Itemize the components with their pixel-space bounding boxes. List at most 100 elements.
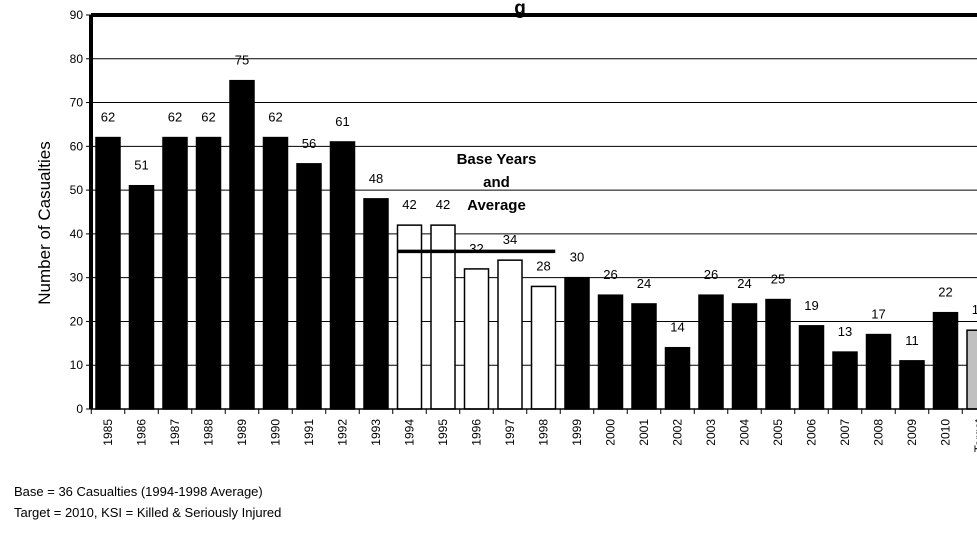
bar-2003: [698, 294, 724, 410]
x-tick-label: 1990: [269, 419, 283, 446]
x-tick-label: 2002: [671, 419, 685, 446]
y-tick-label: 20: [70, 314, 84, 328]
bar-1985: [95, 136, 121, 410]
bar-1991: [296, 163, 322, 410]
x-tick-label: 2001: [637, 419, 651, 446]
data-label: 18: [972, 302, 977, 317]
data-label: 25: [771, 272, 785, 287]
data-label: 13: [838, 324, 852, 339]
x-tick-label: 2009: [905, 419, 919, 446]
x-tick-label: 2003: [704, 419, 718, 446]
y-tick-label: 50: [70, 183, 84, 197]
x-tick-label: 2004: [738, 419, 752, 446]
data-label: 48: [369, 171, 383, 186]
bar-1988: [195, 136, 222, 410]
bar-2005: [765, 298, 791, 410]
x-tick-label: 2005: [771, 419, 785, 446]
bar-2004: [731, 303, 758, 410]
bars: [95, 79, 977, 410]
data-label: 42: [436, 197, 450, 212]
data-label: 56: [302, 136, 316, 151]
data-label: 17: [871, 307, 885, 322]
data-label: 28: [536, 258, 550, 273]
bar-1994: [396, 224, 423, 410]
data-label: 24: [637, 276, 651, 291]
data-label: 62: [101, 110, 115, 125]
footnote-target: Target = 2010, KSI = Killed & Seriously …: [14, 505, 282, 520]
bar-2010: [932, 311, 959, 410]
bar-1990: [262, 136, 289, 410]
x-tick-label: 1996: [470, 419, 484, 446]
data-label: 62: [168, 110, 182, 125]
data-label: 42: [402, 197, 416, 212]
bar-2009: [899, 360, 925, 410]
data-label: 32: [469, 241, 483, 256]
data-label: 11: [905, 333, 919, 348]
x-tick-label: 1992: [336, 419, 350, 446]
y-tick-label: 30: [70, 271, 84, 285]
bar-2007: [832, 351, 858, 410]
x-tick-label: 1986: [135, 419, 149, 446]
x-tick-label: 2010: [939, 419, 953, 446]
x-tick-label: 1998: [537, 419, 551, 446]
x-tick-label: 2006: [805, 419, 819, 446]
data-label: 75: [235, 53, 249, 68]
bar-Target: [966, 329, 977, 410]
bar-2008: [865, 333, 892, 410]
data-label: 34: [503, 232, 517, 247]
bar-1996: [463, 268, 490, 410]
bar-1992: [329, 141, 356, 410]
data-label: 61: [335, 114, 349, 129]
x-tick-label: 1987: [168, 419, 182, 446]
data-label: 26: [704, 267, 718, 282]
x-tick-label: 1991: [302, 419, 316, 446]
bar-2000: [597, 294, 624, 410]
bar-2006: [798, 325, 825, 410]
data-label: 62: [201, 110, 215, 125]
x-tick-label: 2007: [838, 419, 852, 446]
bar-2001: [631, 303, 657, 410]
bar-1997: [497, 259, 523, 410]
chart-title-fragment: g: [514, 0, 526, 19]
data-label: 62: [268, 110, 282, 125]
bar-2002: [664, 346, 691, 410]
base-average-label: and: [483, 174, 510, 191]
y-tick-label: 60: [70, 139, 84, 153]
base-average-label: Average: [467, 197, 526, 214]
base-average-label: Base Years: [457, 151, 537, 168]
bar-1999: [564, 276, 590, 410]
data-label: 19: [804, 298, 818, 313]
x-tick-label: 1985: [101, 419, 115, 446]
labels: 0 10 20 30 40 50 60 70 80 90 62 1985 51 1986 62 1987 62 1…: [70, 8, 977, 452]
y-axis-label: Number of Casualties: [35, 141, 54, 304]
y-tick-label: 90: [70, 8, 84, 22]
y-tick-label: 40: [70, 227, 84, 241]
y-tick-label: 10: [70, 358, 84, 372]
x-tick-label: 2000: [604, 419, 618, 446]
x-tick-label: 1988: [202, 419, 216, 446]
x-tick-label: 1993: [369, 419, 383, 446]
x-tick-label: 1995: [436, 419, 450, 446]
x-tick-label: 1999: [570, 419, 584, 446]
axes: [86, 13, 977, 414]
x-tick-label: 2008: [872, 419, 886, 446]
bar-1986: [128, 184, 155, 410]
y-tick-label: 80: [70, 52, 84, 66]
data-label: 30: [570, 250, 584, 265]
data-label: 26: [603, 267, 617, 282]
data-label: 51: [134, 158, 148, 173]
y-tick-label: 0: [76, 402, 83, 416]
bar-1987: [162, 136, 188, 410]
x-tick-label: 1997: [503, 419, 517, 446]
x-tick-label: Target: [972, 418, 977, 452]
bar-1998: [530, 285, 557, 410]
data-label: 22: [938, 285, 952, 300]
footnote-base: Base = 36 Casualties (1994-1998 Average): [14, 484, 263, 499]
data-label: 24: [737, 276, 751, 291]
x-tick-label: 1989: [235, 419, 249, 446]
data-label: 14: [670, 320, 684, 335]
bar-1989: [229, 79, 255, 410]
bar-1993: [363, 198, 389, 410]
y-tick-label: 70: [70, 96, 84, 110]
